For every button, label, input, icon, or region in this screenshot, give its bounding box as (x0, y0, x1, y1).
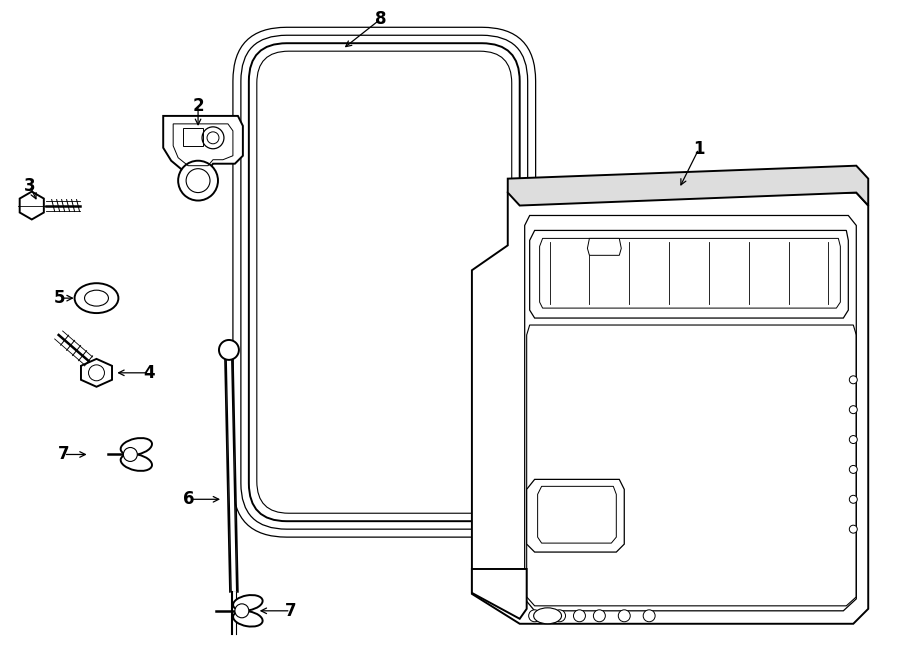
Circle shape (593, 610, 606, 622)
Circle shape (850, 495, 858, 503)
Polygon shape (163, 116, 243, 171)
Polygon shape (530, 231, 849, 318)
Polygon shape (588, 239, 621, 255)
Circle shape (850, 436, 858, 444)
Ellipse shape (121, 454, 152, 471)
Text: 8: 8 (374, 11, 386, 28)
Polygon shape (20, 192, 44, 219)
Circle shape (123, 447, 138, 461)
Polygon shape (472, 569, 526, 619)
Circle shape (178, 161, 218, 200)
Circle shape (573, 610, 585, 622)
PathPatch shape (238, 33, 530, 531)
PathPatch shape (241, 35, 527, 529)
Circle shape (850, 525, 858, 533)
Ellipse shape (85, 290, 108, 306)
PathPatch shape (248, 43, 519, 521)
Text: 4: 4 (143, 364, 155, 382)
Polygon shape (508, 166, 868, 206)
Circle shape (528, 610, 541, 622)
PathPatch shape (233, 27, 536, 537)
Ellipse shape (121, 438, 152, 455)
Circle shape (850, 465, 858, 473)
Ellipse shape (534, 608, 562, 624)
Circle shape (235, 604, 248, 618)
Text: 6: 6 (184, 490, 195, 508)
Text: 7: 7 (58, 446, 69, 463)
Ellipse shape (233, 595, 263, 611)
Circle shape (850, 376, 858, 384)
Ellipse shape (75, 283, 119, 313)
Text: 3: 3 (24, 176, 36, 194)
Text: 2: 2 (193, 97, 204, 115)
Circle shape (618, 610, 630, 622)
Text: 5: 5 (54, 289, 66, 307)
Text: 7: 7 (285, 602, 296, 620)
Circle shape (207, 132, 219, 144)
Circle shape (186, 169, 210, 192)
Polygon shape (81, 359, 112, 387)
Circle shape (850, 406, 858, 414)
Circle shape (202, 127, 224, 149)
Polygon shape (526, 479, 625, 552)
Circle shape (644, 610, 655, 622)
PathPatch shape (248, 43, 519, 521)
PathPatch shape (256, 51, 512, 513)
Ellipse shape (233, 611, 263, 627)
Polygon shape (472, 192, 868, 624)
Circle shape (554, 610, 565, 622)
Circle shape (219, 340, 238, 360)
Circle shape (88, 365, 104, 381)
Text: 1: 1 (693, 139, 705, 158)
